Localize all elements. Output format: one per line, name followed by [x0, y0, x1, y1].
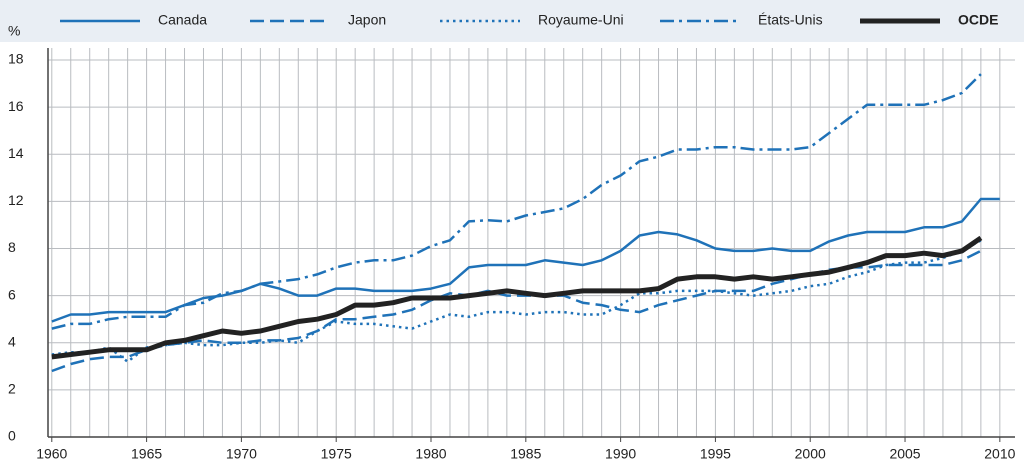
legend-label: Japon	[348, 12, 386, 28]
series-line	[51, 73, 982, 330]
x-tick-label: 1970	[226, 446, 257, 462]
legend-label: Canada	[158, 12, 207, 28]
x-tick-label: 1980	[415, 446, 446, 462]
y-tick-label: 0	[8, 428, 16, 444]
x-tick-label: 1990	[605, 446, 636, 462]
y-tick-label: 12	[8, 192, 24, 208]
series-line	[51, 197, 1000, 323]
x-tick-label: 1960	[36, 446, 67, 462]
x-tick-label: 2000	[795, 446, 826, 462]
y-tick-label: 2	[8, 381, 16, 397]
y-tick-label: 14	[8, 145, 24, 161]
x-tick-label: 2005	[889, 446, 920, 462]
series-line	[51, 239, 982, 363]
plot-area	[48, 48, 1015, 437]
x-tick-label: 1995	[700, 446, 731, 462]
x-tick-label: 1985	[510, 446, 541, 462]
y-tick-label: 16	[8, 98, 24, 114]
x-tick-label: 1965	[131, 446, 162, 462]
legend-label: Royaume-Uni	[538, 12, 624, 28]
y-tick-label: 4	[8, 333, 16, 349]
legend-label: OCDE	[958, 12, 998, 28]
series-line	[51, 235, 983, 360]
y-tick-label: 18	[8, 51, 24, 67]
x-tick-label: 1975	[321, 446, 352, 462]
y-tick-label: 6	[8, 286, 16, 302]
y-axis-label: %	[8, 23, 20, 39]
x-tick-label: 2010	[984, 446, 1015, 462]
legend-label: États-Unis	[758, 12, 823, 28]
y-tick-label: 8	[8, 239, 16, 255]
